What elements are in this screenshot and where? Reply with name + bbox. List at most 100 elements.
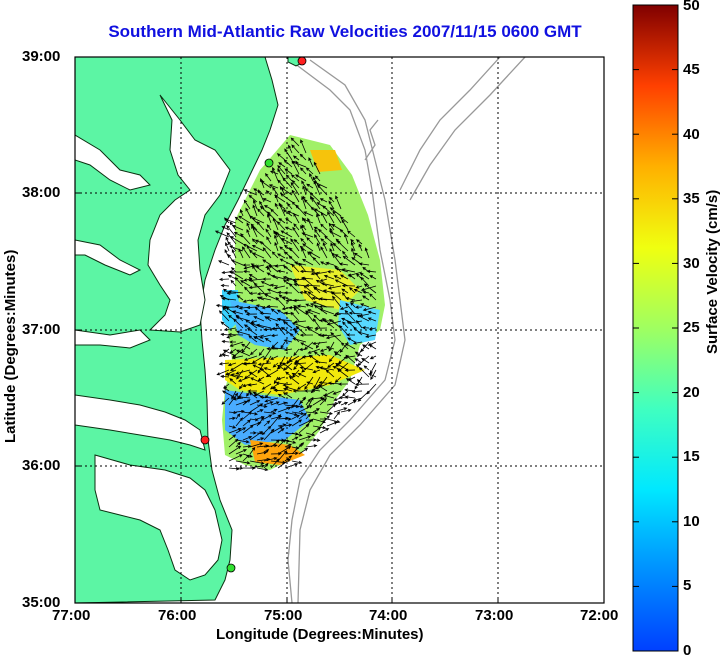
velocity-arrow <box>277 179 286 189</box>
velocity-arrow <box>257 362 265 374</box>
velocity-arrow <box>326 418 341 424</box>
velocity-arrow <box>266 304 279 309</box>
velocity-arrow <box>290 311 300 322</box>
velocity-arrow <box>369 275 377 280</box>
velocity-arrow <box>335 195 342 210</box>
velocity-arrow <box>273 376 279 385</box>
velocity-arrow <box>334 376 342 383</box>
velocity-arrow <box>273 285 286 290</box>
velocity-arrow <box>259 205 272 217</box>
velocity-arrow <box>294 174 307 182</box>
velocity-arrow <box>293 305 307 315</box>
velocity-arrow <box>235 466 244 470</box>
velocity-arrow <box>257 362 272 366</box>
velocity-arrow <box>318 228 328 238</box>
velocity-arrow <box>300 139 307 154</box>
velocity-arrow <box>291 159 300 175</box>
grid-lines <box>75 57 604 603</box>
velocity-arrow <box>362 290 370 294</box>
velocity-arrow <box>263 205 272 210</box>
velocity-arrow <box>305 283 321 288</box>
velocity-arrow <box>282 362 293 371</box>
velocity-arrow <box>264 397 279 403</box>
velocity-arrow <box>260 281 272 287</box>
velocity-arrow <box>228 438 239 448</box>
velocity-arrow <box>246 305 258 310</box>
velocity-arrow <box>250 377 265 385</box>
velocity-arrow <box>232 310 244 315</box>
velocity-arrow <box>251 217 265 224</box>
velocity-arrow <box>262 259 272 266</box>
velocity-arrow <box>339 306 349 310</box>
velocity-arrow <box>353 252 363 259</box>
velocity-arrow <box>243 324 251 329</box>
velocity-arrow <box>298 412 307 420</box>
velocity-arrow <box>220 321 230 329</box>
velocity-arrow <box>299 153 307 161</box>
velocity-arrow <box>342 250 349 259</box>
velocity-arrow <box>231 355 244 360</box>
velocity-arrow <box>263 348 272 361</box>
velocity-arrow <box>363 283 377 294</box>
velocity-arrow <box>229 378 237 385</box>
velocity-arrow <box>293 348 300 357</box>
velocity-arrow <box>305 303 314 308</box>
velocity-arrow <box>240 280 251 287</box>
velocity-arrow <box>295 204 307 217</box>
velocity-arrow <box>251 238 258 245</box>
velocity-arrow <box>270 308 279 315</box>
velocity-arrow <box>263 420 271 427</box>
velocity-arrow <box>240 233 251 245</box>
velocity-arrow <box>302 258 314 266</box>
velocity-arrow <box>326 270 335 274</box>
velocity-arrow <box>248 194 258 203</box>
velocity-arrow <box>231 225 244 231</box>
chart-title: Southern Mid-Atlantic Raw Velocities 200… <box>108 22 582 41</box>
velocity-arrow <box>340 408 352 413</box>
velocity-arrow <box>274 264 286 268</box>
velocity-arrow <box>291 436 299 441</box>
velocity-arrow <box>312 397 325 406</box>
velocity-arrow <box>230 259 244 266</box>
velocity-arrow <box>333 407 348 413</box>
velocity-arrow <box>328 200 335 210</box>
velocity-arrow <box>277 406 292 413</box>
velocity-arrow <box>235 413 241 420</box>
velocity-arrow <box>313 376 321 390</box>
velocity-arrow <box>359 272 370 280</box>
velocity-arrow <box>296 383 307 390</box>
velocity-arrow <box>242 243 258 252</box>
velocity-arrow <box>333 275 342 280</box>
velocity-arrow <box>221 353 230 357</box>
velocity-arrow <box>245 312 258 316</box>
velocity-arrow <box>338 325 349 336</box>
velocity-arrow <box>235 369 251 375</box>
velocity-arrow <box>247 383 258 387</box>
velocity-arrow <box>277 446 292 455</box>
velocity-arrow <box>311 388 321 392</box>
velocity-arrow <box>350 302 356 308</box>
velocity-arrow <box>326 421 338 427</box>
velocity-arrow <box>345 302 356 315</box>
velocity-arrow <box>227 332 244 337</box>
velocity-arrow <box>320 261 328 266</box>
velocity-arrow <box>263 448 270 455</box>
velocity-arrow <box>319 398 327 406</box>
velocity-arrow <box>297 373 307 378</box>
velocity-arrow <box>225 373 237 378</box>
velocity-arrow <box>253 336 265 343</box>
colorbar-tick-label: 25 <box>683 319 700 336</box>
velocity-arrow <box>307 217 314 231</box>
velocity-arrow <box>348 273 356 280</box>
velocity-arrow <box>236 369 244 380</box>
velocity-arrow <box>327 362 335 368</box>
velocity-arrow <box>258 296 272 301</box>
velocity-arrow <box>243 269 251 274</box>
velocity-arrow <box>347 230 356 238</box>
velocity-arrow <box>365 334 377 338</box>
velocity-arrow <box>325 346 335 350</box>
velocity-arrow <box>276 153 286 161</box>
velocity-arrow <box>288 247 300 259</box>
velocity-arrow <box>222 306 230 315</box>
velocity-arrow <box>282 321 293 329</box>
